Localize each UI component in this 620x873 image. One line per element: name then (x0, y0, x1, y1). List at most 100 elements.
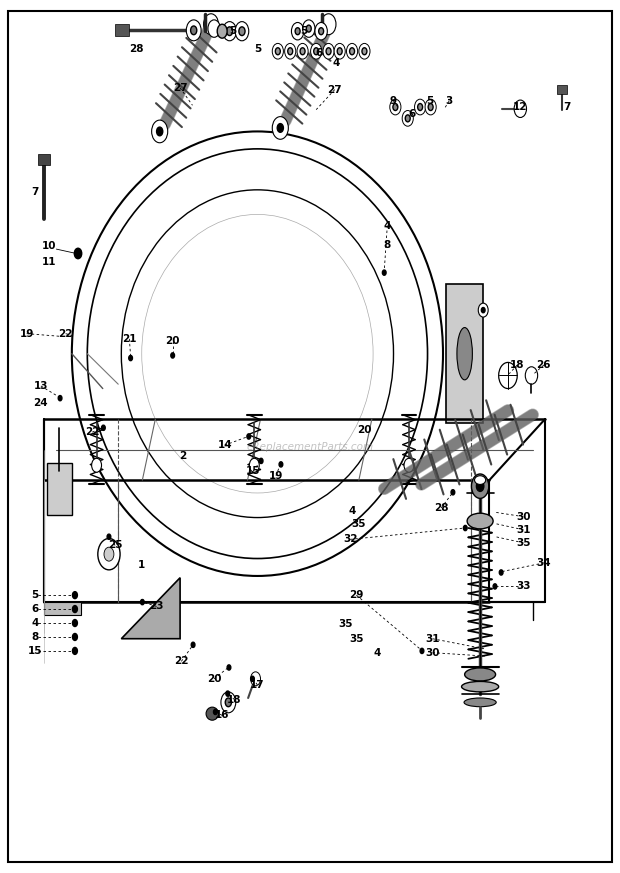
Circle shape (359, 44, 370, 59)
Text: 30: 30 (516, 512, 531, 522)
Bar (446, 284, 483, 423)
Circle shape (362, 48, 367, 55)
Text: 35: 35 (349, 634, 364, 643)
Circle shape (247, 434, 250, 439)
Circle shape (428, 104, 433, 111)
Circle shape (107, 534, 111, 540)
Circle shape (104, 547, 114, 561)
Text: 31: 31 (425, 634, 440, 643)
Ellipse shape (457, 327, 472, 380)
Circle shape (350, 48, 355, 55)
Text: 22: 22 (58, 328, 73, 339)
Text: 8: 8 (384, 240, 391, 250)
Text: 9: 9 (390, 96, 397, 106)
Circle shape (221, 692, 236, 712)
Text: 20: 20 (166, 335, 180, 346)
Text: 15: 15 (246, 466, 260, 477)
Circle shape (425, 100, 436, 115)
Text: 16: 16 (215, 711, 229, 720)
Circle shape (347, 44, 358, 59)
Circle shape (277, 124, 283, 133)
Circle shape (514, 100, 526, 118)
Circle shape (393, 104, 398, 111)
Circle shape (291, 23, 304, 40)
Polygon shape (122, 578, 180, 639)
Text: 18: 18 (228, 695, 242, 705)
Text: 5: 5 (254, 44, 261, 53)
Ellipse shape (467, 513, 493, 529)
Circle shape (73, 634, 78, 641)
Circle shape (58, 395, 62, 401)
Circle shape (226, 691, 229, 697)
Circle shape (208, 20, 220, 38)
Circle shape (102, 425, 105, 430)
Circle shape (152, 120, 168, 143)
Circle shape (129, 355, 133, 361)
Circle shape (326, 48, 331, 55)
Text: 24: 24 (33, 398, 48, 409)
Circle shape (463, 526, 467, 531)
Circle shape (334, 44, 345, 59)
Text: 4: 4 (333, 58, 340, 68)
Circle shape (272, 117, 288, 140)
Circle shape (415, 100, 426, 115)
Circle shape (73, 606, 78, 613)
Text: 32: 32 (343, 534, 358, 545)
Circle shape (141, 600, 144, 605)
Text: 5: 5 (300, 26, 308, 36)
Text: 6: 6 (409, 109, 415, 119)
Text: 13: 13 (33, 381, 48, 391)
Text: 14: 14 (218, 440, 232, 450)
Text: eReplacementParts.com: eReplacementParts.com (246, 442, 374, 452)
Text: 3: 3 (446, 96, 453, 106)
Circle shape (203, 14, 218, 35)
Text: 20: 20 (357, 424, 371, 435)
Text: 19: 19 (19, 328, 34, 339)
Circle shape (306, 25, 311, 32)
Text: 35: 35 (339, 619, 353, 629)
Bar (38, 155, 50, 164)
Circle shape (383, 270, 386, 275)
Circle shape (288, 48, 293, 55)
Bar (115, 24, 129, 37)
Circle shape (73, 592, 78, 599)
Text: 12: 12 (513, 102, 528, 112)
Circle shape (73, 648, 78, 655)
Circle shape (337, 48, 342, 55)
Text: 19: 19 (269, 471, 283, 481)
Text: 6: 6 (316, 48, 323, 58)
Circle shape (186, 20, 201, 41)
Text: 18: 18 (510, 360, 525, 370)
Text: 35: 35 (516, 538, 531, 548)
Circle shape (319, 28, 324, 35)
Text: 5: 5 (229, 26, 236, 36)
Text: 29: 29 (349, 590, 363, 600)
Text: 7: 7 (563, 102, 570, 112)
Ellipse shape (464, 668, 495, 681)
Circle shape (390, 100, 401, 115)
Circle shape (404, 458, 414, 472)
Text: 15: 15 (27, 646, 42, 656)
Text: 10: 10 (42, 242, 56, 251)
Circle shape (303, 20, 315, 38)
Text: 4: 4 (348, 505, 356, 516)
Circle shape (249, 458, 259, 472)
Text: 6: 6 (31, 604, 38, 614)
Circle shape (250, 672, 260, 686)
Circle shape (235, 22, 249, 41)
Circle shape (323, 44, 334, 59)
Text: 21: 21 (122, 333, 136, 344)
Circle shape (321, 14, 336, 35)
Circle shape (525, 367, 538, 384)
Circle shape (171, 353, 174, 358)
Bar (44, 602, 81, 615)
Circle shape (272, 44, 283, 59)
Circle shape (499, 570, 503, 575)
Circle shape (225, 698, 231, 707)
Text: 27: 27 (327, 85, 342, 94)
Circle shape (418, 104, 423, 111)
Circle shape (92, 458, 102, 472)
Circle shape (451, 490, 454, 495)
Circle shape (74, 248, 82, 258)
Text: 25: 25 (108, 540, 122, 551)
